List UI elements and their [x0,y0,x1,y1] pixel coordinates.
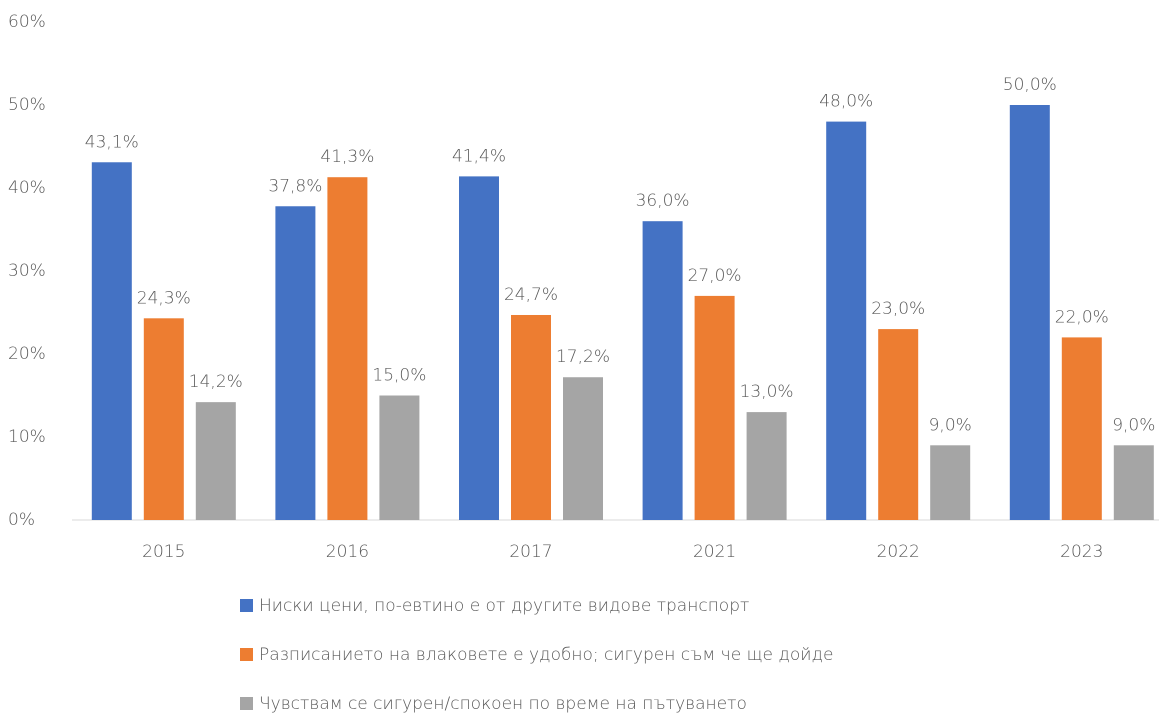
value-label: 24,7% [504,285,558,305]
value-label: 22,0% [1055,307,1109,327]
x-tick-label: 2023 [1060,542,1103,562]
bar [1009,105,1050,520]
legend-swatch [240,599,253,612]
value-label: 9,0% [929,415,972,435]
value-label: 14,2% [189,372,243,392]
legend-swatch [240,697,253,710]
bar [1113,445,1154,520]
x-tick-label: 2017 [509,542,552,562]
bar [195,402,236,520]
bar [143,318,184,520]
bar [563,377,603,520]
value-label: 9,0% [1112,415,1155,435]
value-label: 41,4% [452,146,506,166]
bar [459,176,499,520]
y-tick-label: 60% [8,12,46,32]
bar [327,177,368,520]
y-tick-label: 10% [8,427,46,447]
y-tick-label: 40% [8,178,46,198]
bar [511,314,551,520]
bar [878,329,919,520]
bar [91,162,132,520]
value-label: 17,2% [556,347,610,367]
legend-swatch [240,648,253,661]
value-label: 41,3% [320,147,374,167]
bar [275,206,316,520]
legend-label: Разписанието на влаковете е удобно; сигу… [259,645,833,665]
y-tick-label: 30% [8,261,46,281]
value-label: 50,0% [1003,75,1057,95]
value-label: 48,0% [819,92,873,112]
value-label: 36,0% [636,191,690,211]
value-label: 24,3% [137,288,191,308]
value-label: 23,0% [871,299,925,319]
bar [746,412,787,520]
value-label: 37,8% [268,176,322,196]
y-tick-label: 20% [8,344,46,364]
y-tick-label: 50% [8,95,46,115]
legend-label: Ниски цени, по-евтино е от другите видов… [259,596,749,616]
value-label: 13,0% [740,382,794,402]
bar [642,221,683,520]
value-label: 15,0% [372,366,426,386]
x-tick-label: 2015 [142,542,185,562]
x-tick-label: 2016 [326,542,369,562]
bar [1061,337,1102,520]
y-tick-label: 0% [8,510,35,530]
x-tick-label: 2022 [877,542,920,562]
value-label: 43,1% [85,132,139,152]
bar [694,295,735,520]
legend-label: Чувствам се сигурен/спокоен по време на … [259,694,747,713]
bar [379,395,420,520]
bar [826,121,867,520]
bar [930,445,971,520]
x-tick-label: 2021 [693,542,736,562]
value-label: 27,0% [688,266,742,286]
